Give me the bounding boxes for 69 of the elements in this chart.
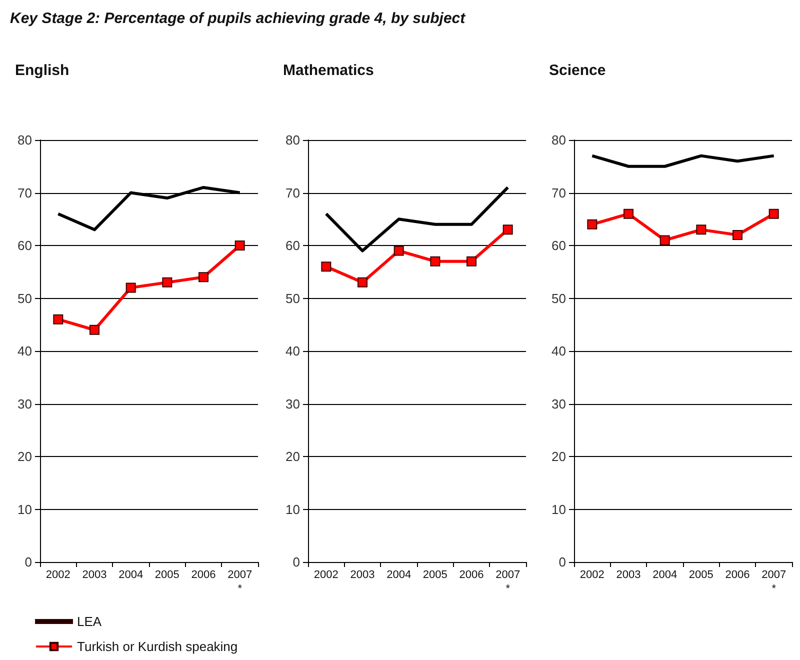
point — [358, 277, 368, 288]
y-tick-label: 0 — [292, 554, 300, 570]
y-tick-label: 50 — [552, 290, 566, 306]
y-tick-label: 70 — [552, 185, 566, 200]
y-tick-label: 50 — [286, 290, 300, 306]
point — [732, 230, 742, 240]
y-tick-label: 70 — [18, 185, 32, 200]
x-tick-label: 2004 — [386, 569, 412, 581]
x-tick-label: 2006 — [191, 569, 216, 581]
chart-title: Mathematics — [283, 62, 374, 79]
point — [696, 224, 706, 235]
y-tick-label: 20 — [552, 449, 566, 464]
point — [90, 324, 100, 335]
y-tick-label: 40 — [18, 344, 32, 358]
point — [768, 208, 779, 219]
y-tick-label: 60 — [18, 238, 32, 253]
point — [624, 208, 634, 219]
y-tick-label: 40 — [286, 344, 300, 358]
point — [162, 277, 172, 288]
point — [430, 256, 440, 266]
point — [502, 224, 513, 235]
x-tick-label: 2006 — [459, 569, 484, 581]
point — [234, 240, 245, 250]
point — [198, 272, 208, 282]
point — [466, 256, 476, 266]
y-tick-label: 10 — [18, 502, 32, 517]
y-tick-label: 80 — [286, 132, 300, 148]
chart-title: Science — [549, 62, 606, 79]
point — [587, 219, 598, 230]
point — [321, 262, 332, 272]
y-tick-label: 20 — [18, 449, 32, 464]
text: Key Stage 2: Percentage of pupils achieving grade 4, by subject — [10, 10, 466, 27]
y-tick-label: 60 — [552, 238, 566, 253]
point — [394, 246, 404, 256]
y-tick-label: 60 — [286, 238, 300, 253]
y-tick-label: 50 — [18, 290, 32, 306]
x-tick-label: 2005 — [154, 569, 180, 581]
y-tick-label: 40 — [552, 344, 566, 358]
y-tick-label: 30 — [552, 396, 566, 412]
x-tick-label: 2007 * — [762, 569, 786, 595]
y-tick-label: 30 — [18, 396, 32, 412]
y-tick-label: 30 — [286, 396, 300, 412]
legend-label: Turkish or Kurdish speaking — [77, 639, 238, 654]
x-tick-label: 2003 — [350, 569, 375, 581]
y-tick-label: 80 — [552, 132, 566, 148]
x-tick-label: 2007 * — [228, 569, 252, 595]
x-tick-label: 2002 — [580, 569, 604, 581]
y-tick-label: 70 — [286, 185, 300, 200]
x-tick-label: 2003 — [82, 569, 107, 581]
y-tick-label: 10 — [552, 502, 566, 517]
x-tick-label: 2002 — [46, 569, 70, 581]
x-tick-label: 2004 — [652, 569, 678, 581]
x-tick-label: 2006 — [725, 569, 750, 581]
y-tick-label: 80 — [18, 132, 32, 148]
x-tick-label: 2007 * — [496, 569, 520, 595]
x-tick-label: 2005 — [422, 569, 448, 581]
y-tick-label: 10 — [286, 502, 300, 517]
y-tick-label: 0 — [24, 554, 32, 570]
x-tick-label: 2003 — [616, 569, 641, 581]
x-tick-label: 2004 — [118, 569, 144, 581]
x-tick-label: 2005 — [688, 569, 714, 581]
x-tick-label: 2002 — [314, 569, 338, 581]
chart-title: English — [15, 62, 70, 79]
legend-label: LEA — [77, 614, 102, 629]
y-tick-label: 20 — [286, 449, 300, 464]
point — [53, 314, 64, 324]
point — [126, 282, 136, 293]
y-tick-label: 0 — [558, 554, 566, 570]
point — [660, 235, 670, 246]
